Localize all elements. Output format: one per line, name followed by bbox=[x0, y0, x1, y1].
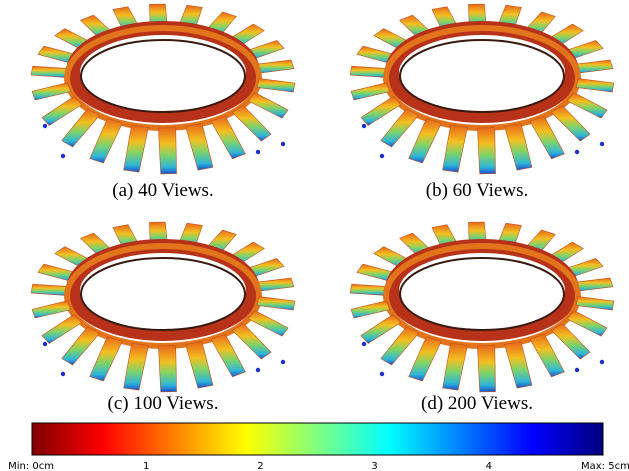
ring-inner bbox=[81, 258, 245, 330]
spoke bbox=[90, 337, 123, 381]
speck bbox=[600, 360, 604, 364]
spoke bbox=[567, 93, 607, 119]
spoke bbox=[248, 311, 288, 337]
spoke bbox=[257, 78, 295, 91]
speck bbox=[256, 150, 260, 154]
colorbar bbox=[32, 423, 603, 455]
speck bbox=[575, 150, 579, 154]
rendering bbox=[350, 4, 614, 174]
spoke bbox=[124, 343, 149, 390]
colorbar-tick-label: Min: 0cm bbox=[8, 461, 54, 471]
colorbar-tick-label: 2 bbox=[257, 461, 263, 471]
spoke bbox=[361, 97, 401, 126]
spoke bbox=[576, 297, 614, 310]
spoke bbox=[124, 125, 149, 172]
caption: (c) 100 Views. bbox=[108, 393, 219, 414]
spoke bbox=[477, 128, 495, 174]
speck bbox=[256, 368, 260, 372]
speck bbox=[575, 368, 579, 372]
ring-inner bbox=[400, 40, 564, 112]
spoke bbox=[186, 124, 213, 170]
ring-inner bbox=[81, 40, 245, 112]
speck bbox=[380, 372, 384, 376]
speck bbox=[380, 154, 384, 158]
spoke bbox=[443, 125, 468, 172]
spoke bbox=[42, 315, 82, 344]
speck bbox=[362, 342, 366, 346]
spoke bbox=[505, 124, 532, 170]
speck bbox=[362, 124, 366, 128]
spoke bbox=[248, 93, 288, 119]
spoke bbox=[381, 109, 419, 147]
spoke bbox=[62, 327, 100, 365]
spoke bbox=[477, 346, 495, 392]
spoke bbox=[90, 119, 123, 163]
spoke bbox=[233, 105, 272, 141]
speck bbox=[281, 142, 285, 146]
spoke bbox=[530, 116, 564, 159]
caption: (b) 60 Views. bbox=[426, 180, 528, 201]
colorbar-tick-label: 1 bbox=[143, 461, 149, 471]
spoke bbox=[552, 323, 591, 359]
speck bbox=[43, 342, 47, 346]
spoke bbox=[186, 342, 213, 388]
spoke bbox=[409, 337, 442, 381]
speck bbox=[61, 372, 65, 376]
spoke bbox=[351, 83, 390, 100]
spoke bbox=[233, 323, 272, 359]
spoke bbox=[505, 342, 532, 388]
colorbar-tick-label: Max: 5cm bbox=[581, 461, 629, 471]
spoke bbox=[257, 297, 295, 310]
spoke bbox=[32, 301, 71, 318]
spoke bbox=[32, 83, 71, 100]
speck bbox=[43, 124, 47, 128]
speck bbox=[281, 360, 285, 364]
spoke bbox=[567, 311, 607, 337]
colorbar-tick-label: 3 bbox=[371, 461, 377, 471]
spoke bbox=[530, 334, 564, 377]
caption: (a) 40 Views. bbox=[112, 180, 213, 201]
spoke bbox=[158, 346, 176, 392]
spoke bbox=[62, 109, 100, 147]
spoke bbox=[42, 97, 82, 126]
spoke bbox=[576, 78, 614, 91]
caption: (d) 200 Views. bbox=[421, 393, 533, 414]
speck bbox=[600, 142, 604, 146]
rendering bbox=[350, 222, 614, 392]
rendering bbox=[31, 222, 295, 392]
rendering bbox=[31, 4, 295, 174]
spoke bbox=[443, 343, 468, 390]
spoke bbox=[361, 315, 401, 344]
spoke bbox=[31, 284, 69, 295]
spoke bbox=[350, 66, 388, 77]
spoke bbox=[211, 116, 245, 159]
figure: (a) 40 Views. (b) 60 Views. (c) 100 View… bbox=[0, 0, 629, 471]
spoke bbox=[158, 128, 176, 174]
spoke bbox=[552, 105, 591, 141]
spoke bbox=[211, 334, 245, 377]
spoke bbox=[31, 66, 69, 77]
ring-inner bbox=[400, 258, 564, 330]
colorbar-tick-label: 4 bbox=[486, 461, 492, 471]
spoke bbox=[351, 301, 390, 318]
spoke bbox=[381, 327, 419, 365]
speck bbox=[61, 154, 65, 158]
spoke bbox=[409, 119, 442, 163]
spoke bbox=[350, 284, 388, 295]
